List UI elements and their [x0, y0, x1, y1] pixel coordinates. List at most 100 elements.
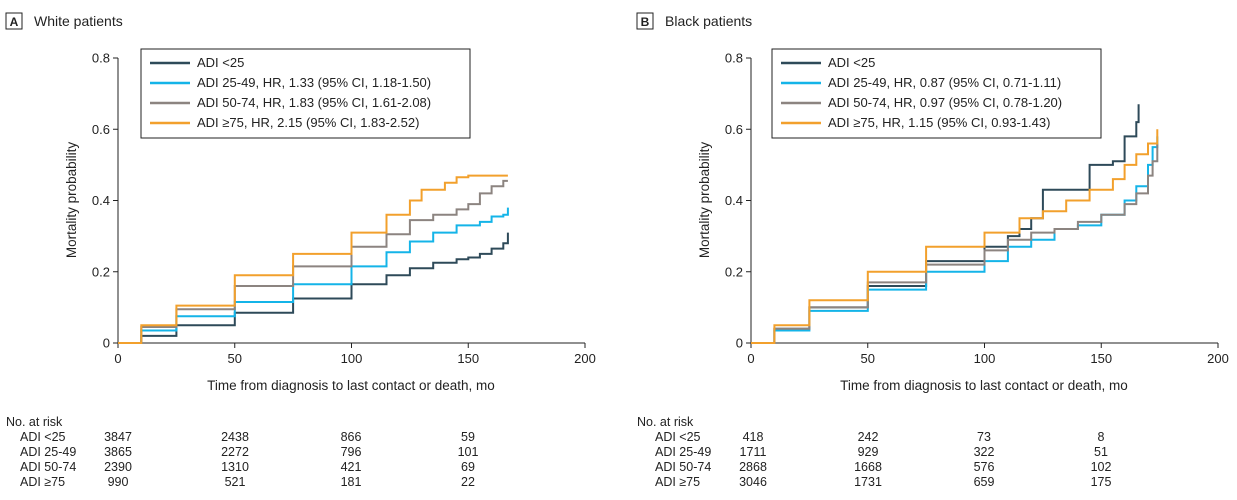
- panel-b-legend-box: [771, 48, 1102, 139]
- panel-b-x-tick-label: 100: [974, 351, 996, 366]
- panel-b-letter: B: [641, 15, 650, 29]
- panel-a-risk-cell: 59: [461, 430, 475, 444]
- panel-a-risk-label-2: ADI 25-49: [20, 445, 76, 459]
- panel-b-risk-cell: 51: [1094, 445, 1108, 459]
- panel-a-y-label: Mortality probability: [64, 142, 79, 259]
- panel-b-x-tick-label: 200: [1207, 351, 1229, 366]
- panel-b-series: [751, 104, 1159, 344]
- panel-a-legend-label-4: ADI ≥75, HR, 2.15 (95% CI, 1.83-2.52): [197, 115, 419, 130]
- panel-b-ticks: 0 50 100 150 200 0 0.2 0.4 0.6 0.8: [725, 51, 1229, 367]
- panel-a-risk-label-3: ADI 50-74: [20, 460, 76, 474]
- panel-b-risk-cell: 73: [977, 430, 991, 444]
- panel-b-legend-label-3: ADI 50-74, HR, 0.97 (95% CI, 0.78-1.20): [828, 95, 1062, 110]
- panel-a-risk-cell: 521: [225, 475, 246, 489]
- panel-a-title: White patients: [34, 13, 123, 29]
- panel-a-series-line-3: [118, 179, 508, 344]
- panel-b-x-tick-label: 150: [1090, 351, 1112, 366]
- panel-a-letter-box: [5, 12, 23, 30]
- panel-b-legend: ADI <25 ADI 25-49, HR, 0.87 (95% CI, 0.7…: [771, 48, 1102, 139]
- panel-b-risk-cell: 659: [974, 475, 995, 489]
- panel-a-risk-cell: 866: [341, 430, 362, 444]
- panel-a-risk-cell: 2438: [221, 430, 249, 444]
- panel-a-risk-cell: 101: [458, 445, 479, 459]
- panel-a-risk-cell: 1310: [221, 460, 249, 474]
- panel-a-risk-label-1: ADI <25: [20, 430, 66, 444]
- panel-b-y-tick-label: 0.6: [725, 122, 743, 137]
- panel-b-risk-cell: 1711: [740, 445, 767, 459]
- panel-b-risk-cell: 242: [858, 430, 879, 444]
- panel-a-x-label: Time from diagnosis to last contact or d…: [207, 378, 495, 393]
- panel-a-risk-cell: 421: [341, 460, 362, 474]
- panel-b-y-tick-label: 0.8: [725, 51, 743, 66]
- panel-a-x-tick-label: 100: [341, 351, 363, 366]
- panel-a-legend-label-1: ADI <25: [197, 55, 244, 70]
- panel-a-y-tick-label: 0.6: [92, 122, 110, 137]
- panel-b-x-label: Time from diagnosis to last contact or d…: [840, 378, 1128, 393]
- panel-a-series-line-1: [118, 232, 509, 344]
- panel-a-x-tick-label: 0: [114, 351, 121, 366]
- panel-b-risk-cell: 322: [974, 445, 995, 459]
- panel-b-y-tick-label: 0.4: [725, 193, 743, 208]
- panel-a-risk-cell: 22: [461, 475, 475, 489]
- panel-a-y-tick-label: 0.8: [92, 51, 110, 66]
- panel-b-legend-label-1: ADI <25: [828, 55, 875, 70]
- panel-a-legend: ADI <25 ADI 25-49, HR, 1.33 (95% CI, 1.1…: [140, 48, 471, 139]
- panel-a-legend-label-3: ADI 50-74, HR, 1.83 (95% CI, 1.61-2.08): [197, 95, 431, 110]
- panel-a-risk-cell: 2272: [221, 445, 249, 459]
- panel-b-risk-cell: 3046: [739, 475, 767, 489]
- panel-a-risk-header: No. at risk: [6, 415, 63, 429]
- panel-b-y-label: Mortality probability: [697, 142, 712, 259]
- panel-a-risk-label-4: ADI ≥75: [20, 475, 65, 489]
- panel-a-y-tick-label: 0: [103, 336, 110, 351]
- panel-b-title: Black patients: [665, 13, 752, 29]
- panel-a-risk-cell: 3865: [104, 445, 132, 459]
- panel-b-plot: 0 50 100 150 200 0 0.2 0.4 0.6 0.8 Mortality prob…: [697, 51, 1229, 394]
- panel-a-series-line-2: [118, 207, 509, 344]
- panel-b-series-line-4: [751, 129, 1159, 344]
- panel-b-x-tick-label: 0: [747, 351, 754, 366]
- panel-b-risk-label-3: ADI 50-74: [655, 460, 711, 474]
- panel-b-legend-label-4: ADI ≥75, HR, 1.15 (95% CI, 0.93-1.43): [828, 115, 1050, 130]
- panel-b-risk-label-4: ADI ≥75: [655, 475, 700, 489]
- panel-a-x-tick-label: 200: [574, 351, 596, 366]
- panel-b-y-tick-label: 0: [736, 336, 743, 351]
- panel-a-y-tick-label: 0.2: [92, 264, 110, 279]
- panel-b-risk-cell: 175: [1091, 475, 1112, 489]
- panel-b-risk-cell: 1731: [854, 475, 882, 489]
- panel-a-risk-table: No. at risk ADI <25 ADI 25-49 ADI 50-74 …: [6, 415, 478, 489]
- panel-a-risk-cell: 3847: [104, 430, 132, 444]
- panel-a-risk-cell: 69: [461, 460, 475, 474]
- panel-b-letter-box: [636, 12, 654, 30]
- panel-b-risk-header: No. at risk: [637, 415, 694, 429]
- panel-a-legend-label-2: ADI 25-49, HR, 1.33 (95% CI, 1.18-1.50): [197, 75, 431, 90]
- panel-b-series-line-2: [751, 136, 1159, 344]
- panel-a-legend-box: [140, 48, 471, 139]
- panel-b-legend-label-2: ADI 25-49, HR, 0.87 (95% CI, 0.71-1.11): [828, 75, 1061, 90]
- panel-b-risk-cell: 8: [1098, 430, 1105, 444]
- panel-a-letter: A: [10, 15, 19, 29]
- panel-b-risk-cell: 418: [743, 430, 764, 444]
- panel-b-risk-cell: 102: [1091, 460, 1112, 474]
- panel-b-risk-cell: 576: [974, 460, 995, 474]
- panel-b-risk-cell: 2868: [739, 460, 767, 474]
- panel-a-ticks: 0 50 100 150 200 0 0.2 0.4 0.6 0.8: [92, 51, 596, 367]
- panel-b-risk-label-1: ADI <25: [655, 430, 701, 444]
- panel-a-risk-cell: 796: [341, 445, 362, 459]
- panel-a-y-tick-label: 0.4: [92, 193, 110, 208]
- panel-a-risk-cell: 181: [341, 475, 362, 489]
- panel-b-series-line-3: [751, 143, 1159, 344]
- panel-b: B Black patients 0 50 100 150 20000.20.40.60…: [636, 12, 1229, 489]
- panel-a-series-line-4: [118, 174, 508, 344]
- panel-a-x-tick-label: 150: [457, 351, 479, 366]
- panel-b-risk-cell: 1668: [854, 460, 882, 474]
- panel-a-x-tick-label: 50: [228, 351, 242, 366]
- panel-a-risk-cell: 2390: [104, 460, 132, 474]
- panel-b-risk-table: No. at risk ADI <25 ADI 25-49 ADI 50-74 …: [637, 415, 1111, 489]
- panel-a: A White patients 0 50 100 150 20000.20.40.60…: [5, 12, 596, 489]
- panel-a-plot: 0 50 100 150 200 0 0.2 0.4 0.6 0.8 Mortality prob…: [64, 51, 596, 394]
- panel-a-risk-cell: 990: [108, 475, 129, 489]
- panel-b-y-tick-label: 0.2: [725, 264, 743, 279]
- panel-b-x-tick-label: 50: [861, 351, 875, 366]
- panel-b-risk-cell: 929: [858, 445, 879, 459]
